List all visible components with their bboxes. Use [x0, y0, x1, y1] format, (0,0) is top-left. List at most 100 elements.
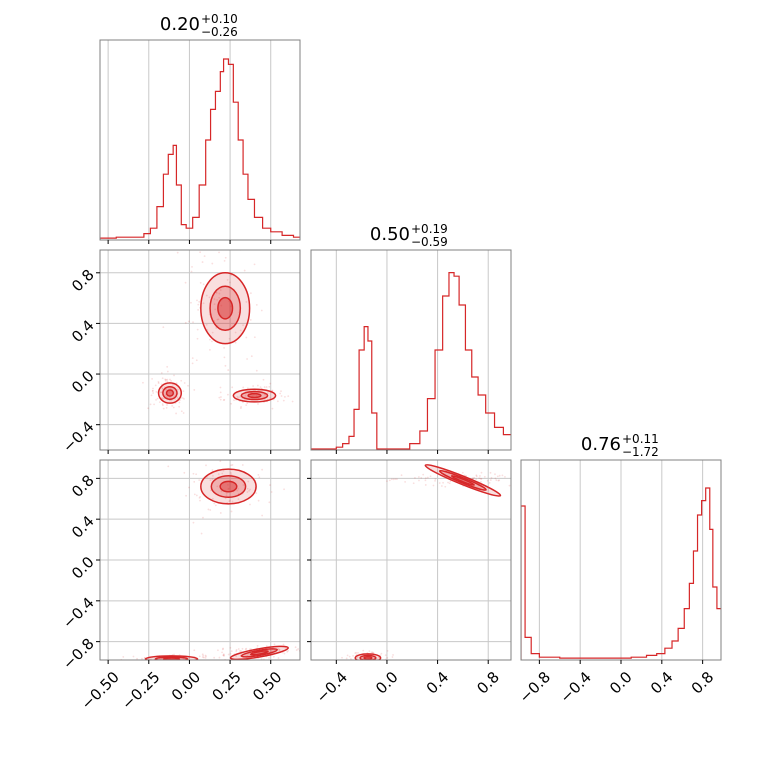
sample-point — [424, 479, 427, 482]
sample-point — [480, 471, 483, 474]
x-tick-label: −0.25 — [118, 668, 163, 713]
sample-point — [230, 473, 233, 476]
sample-point — [209, 338, 211, 341]
hist-bin — [220, 72, 223, 240]
sample-point — [197, 309, 200, 311]
sample-point — [180, 379, 183, 382]
sample-point — [243, 269, 246, 272]
sample-point — [246, 402, 249, 405]
panel-frame — [310, 249, 512, 451]
sample-point — [218, 292, 221, 295]
hist-bin — [248, 199, 255, 240]
sample-point — [249, 488, 252, 491]
sample-point — [199, 281, 202, 284]
sample-point — [155, 391, 158, 393]
y-tick-label: 0.4 — [68, 316, 98, 346]
sample-point — [252, 385, 255, 387]
hist-bin — [486, 413, 495, 450]
sample-point — [475, 474, 478, 477]
sample-point — [214, 448, 216, 450]
sample-point — [202, 656, 205, 659]
hist-bin — [359, 350, 364, 450]
sample-point — [220, 396, 222, 398]
hist-bin — [343, 444, 349, 450]
sample-point — [345, 657, 348, 660]
sample-point — [269, 397, 272, 399]
panel-1-1 — [310, 249, 512, 454]
sample-point — [246, 358, 248, 360]
sample-point — [205, 323, 208, 326]
x-tick-label: 0.8 — [473, 668, 503, 698]
sample-point — [147, 407, 150, 410]
sample-point — [182, 390, 185, 393]
panel-1-0 — [96, 249, 301, 454]
sample-point — [218, 396, 221, 399]
sample-point — [151, 389, 154, 392]
sample-point — [514, 484, 516, 486]
contour-outer — [200, 272, 251, 345]
sample-point — [212, 497, 214, 500]
sample-point — [394, 478, 397, 481]
sample-point — [504, 475, 506, 478]
title-1-lower: −0.59 — [411, 235, 448, 249]
sample-point — [206, 661, 208, 663]
sample-point — [185, 494, 187, 497]
sample-point — [214, 504, 217, 507]
y-tick-label: −0.4 — [59, 594, 97, 632]
sample-point — [501, 474, 504, 477]
sample-point — [488, 481, 491, 484]
sample-point — [175, 412, 177, 415]
sample-point — [191, 357, 194, 360]
sample-point — [278, 649, 281, 652]
sample-point — [142, 381, 144, 384]
sample-point — [269, 484, 271, 486]
sample-point — [183, 471, 186, 474]
sample-point — [168, 391, 171, 393]
sample-point — [166, 404, 168, 406]
contour-inner — [363, 655, 373, 660]
sample-point — [199, 251, 202, 254]
sample-point — [291, 400, 294, 403]
contour-mid — [210, 475, 247, 499]
sample-point — [399, 664, 401, 666]
sample-point — [245, 336, 248, 339]
sample-point — [386, 649, 389, 652]
contour-outer — [157, 382, 183, 404]
sample-point — [241, 464, 244, 466]
sample-point — [167, 465, 170, 468]
sample-point — [357, 651, 359, 654]
histogram-step-0 — [100, 58, 300, 240]
sample-point — [480, 478, 483, 480]
sample-point — [196, 328, 199, 331]
sample-point — [217, 649, 219, 652]
sample-point — [151, 378, 153, 380]
sample-point — [268, 385, 271, 388]
sample-point — [198, 479, 201, 482]
sample-point — [255, 395, 258, 397]
sample-point — [190, 663, 192, 665]
sample-point — [432, 484, 435, 487]
sample-point — [245, 301, 248, 303]
sample-point — [442, 481, 444, 484]
sample-point — [224, 256, 227, 259]
sample-point — [262, 378, 265, 381]
sample-point — [150, 394, 153, 397]
hist-bin — [263, 228, 271, 240]
sample-point — [424, 477, 427, 479]
sample-point — [192, 321, 194, 324]
sample-point — [211, 331, 214, 334]
sample-point — [255, 369, 258, 372]
sample-point — [392, 478, 395, 481]
sample-point — [358, 663, 360, 665]
sample-point — [170, 399, 173, 402]
sample-point — [350, 658, 352, 660]
sample-point — [216, 298, 219, 301]
sample-point — [176, 251, 179, 254]
sample-point — [216, 485, 219, 488]
sample-point — [173, 374, 175, 377]
sample-point — [280, 395, 283, 397]
x-tick-label: 0.25 — [208, 668, 244, 704]
sample-point — [234, 341, 237, 344]
sample-point — [209, 479, 212, 482]
sample-point — [498, 474, 501, 477]
